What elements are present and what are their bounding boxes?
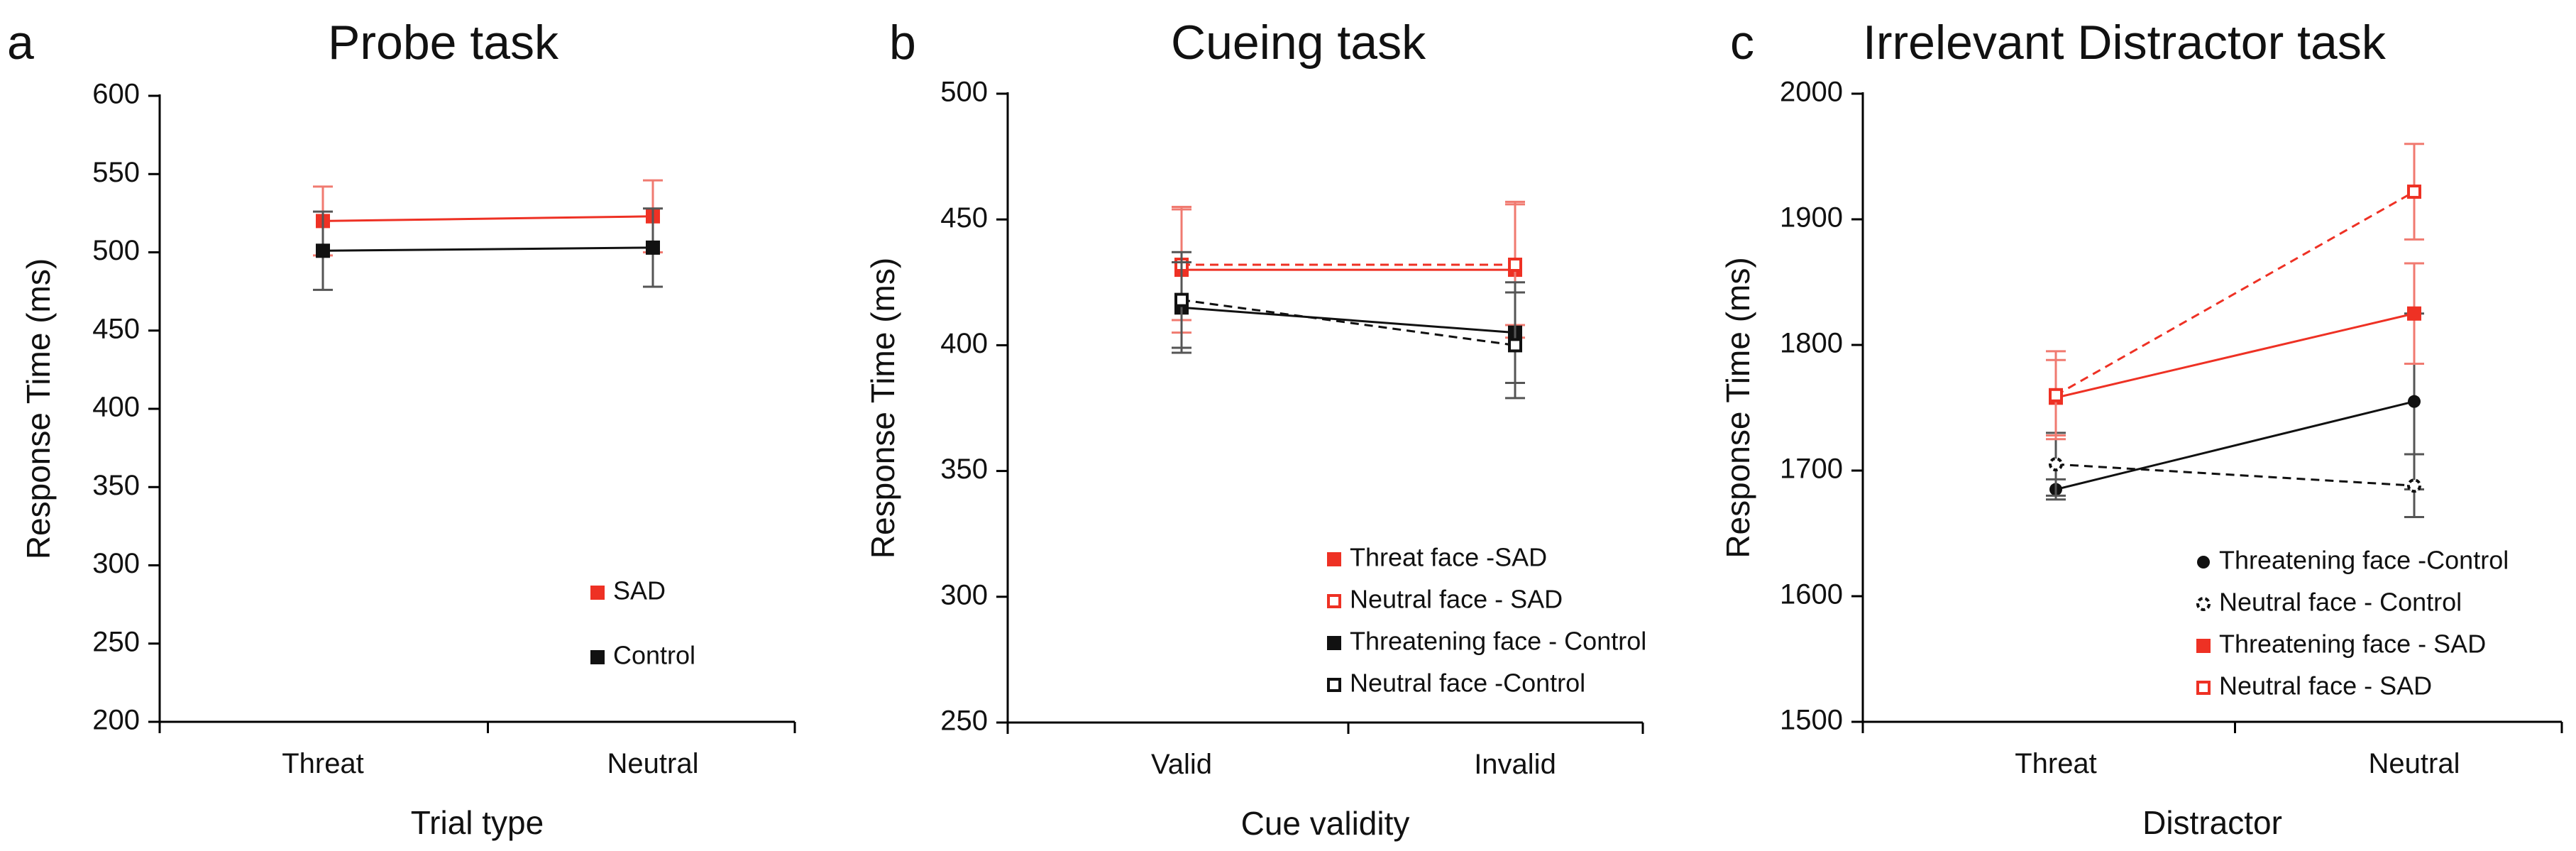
legend: Threat face -SAD Neutral face - SAD Threat… — [1327, 543, 1646, 698]
legend-label: SAD — [613, 576, 666, 605]
series-line — [322, 246, 654, 252]
y-tick-label: 1600 — [1780, 579, 1843, 610]
chart-title: Cueing task — [1171, 16, 1426, 70]
y-tick-label: 500 — [940, 77, 988, 108]
y-tick-label: 1800 — [1780, 328, 1843, 359]
series-1 — [1172, 203, 1525, 326]
series-line — [2055, 190, 2415, 397]
legend-marker — [2196, 639, 2211, 653]
series-line — [1181, 299, 1516, 346]
data-point — [316, 243, 330, 258]
x-axis-label: Cue validity — [1241, 805, 1410, 842]
legend-label: Neutral face - Control — [2219, 588, 2462, 617]
x-axis-label: Distractor — [2142, 804, 2282, 841]
legend-marker — [2197, 556, 2210, 569]
data-point — [2408, 395, 2421, 408]
x-tick-label: Threat — [2015, 748, 2097, 779]
legend-marker — [1327, 678, 1341, 692]
chart-title: Probe task — [328, 16, 559, 70]
series-3 — [2046, 143, 2424, 441]
y-tick-label: 350 — [940, 454, 988, 485]
y-tick-label: 450 — [92, 313, 140, 344]
y-tick-label: 500 — [92, 235, 140, 266]
series-line — [2055, 463, 2415, 487]
y-tick-label: 1700 — [1780, 454, 1843, 485]
y-tick-label: 600 — [92, 79, 140, 110]
data-point — [2407, 306, 2421, 321]
legend-marker — [590, 650, 605, 664]
series-1 — [313, 207, 663, 291]
series-2 — [1172, 260, 1525, 385]
legend-label: Neutral face -Control — [1350, 669, 1585, 698]
panel-letter: a — [7, 16, 34, 70]
series-line — [322, 215, 654, 222]
legend-marker — [1327, 552, 1341, 566]
series-0 — [1172, 200, 1525, 339]
legend-label: Neutral face - SAD — [1350, 585, 1563, 614]
legend-label: Neutral face - SAD — [2219, 671, 2432, 701]
data-point — [2407, 478, 2421, 493]
y-tick-label: 350 — [92, 470, 140, 501]
series-0 — [313, 179, 663, 257]
series-1 — [2046, 432, 2424, 518]
y-tick-label: 400 — [92, 392, 140, 423]
y-tick-label: 250 — [940, 705, 988, 737]
legend-label: Threat face -SAD — [1350, 543, 1547, 572]
x-tick-label: Neutral — [607, 748, 699, 779]
y-tick-label: 2000 — [1780, 77, 1843, 108]
y-axis-label: Response Time (ms) — [1719, 257, 1756, 558]
chart-panel-a: a Probe task 200 250 300 350 400 450 500 550 600 Th… — [7, 16, 796, 841]
series-3 — [1172, 251, 1525, 400]
legend: SAD Control — [590, 576, 695, 670]
y-tick-label: 1900 — [1780, 202, 1843, 234]
data-point — [646, 240, 660, 255]
x-tick-label: Valid — [1151, 749, 1212, 780]
legend-marker — [1327, 594, 1341, 608]
chart-panel-b: b Cueing task 250 300 350 400 450 500 Valid Inval… — [864, 16, 1646, 842]
y-tick-label: 1500 — [1780, 705, 1843, 736]
legend-marker — [1327, 636, 1341, 650]
y-axis-label: Response Time (ms) — [864, 258, 901, 559]
x-tick-label: Neutral — [2369, 748, 2460, 779]
legend: Threatening face -Control Neutral face - … — [2196, 546, 2509, 701]
series-0 — [2046, 312, 2424, 501]
chart-panel-c: c Irrelevant Distractor task 1500 1600 1700 1… — [1719, 16, 2563, 841]
chart-title: Irrelevant Distractor task — [1863, 16, 2387, 70]
data-point — [2049, 388, 2063, 402]
data-point — [2049, 457, 2063, 472]
legend-label: Threatening face -Control — [2219, 546, 2509, 575]
x-tick-label: Invalid — [1474, 749, 1556, 780]
panel-letter: c — [1730, 16, 1754, 70]
panel-letter: b — [889, 16, 916, 70]
legend-marker — [2196, 597, 2211, 611]
data-point — [1508, 338, 1522, 353]
data-point — [1508, 257, 1522, 272]
y-tick-label: 300 — [92, 548, 140, 579]
y-tick-label: 250 — [92, 626, 140, 657]
series-line — [2055, 400, 2415, 491]
y-axis-label: Response Time (ms) — [20, 258, 57, 559]
data-point — [2407, 185, 2421, 199]
legend-label: Threatening face - Control — [1350, 627, 1646, 656]
y-tick-label: 400 — [940, 328, 988, 359]
x-tick-label: Threat — [282, 748, 364, 779]
legend-label: Threatening face - SAD — [2219, 630, 2486, 659]
x-axis-label: Trial type — [411, 804, 544, 841]
legend-marker — [590, 586, 605, 600]
y-tick-label: 300 — [940, 579, 988, 610]
y-tick-label: 450 — [940, 202, 988, 234]
legend-label: Control — [613, 641, 695, 670]
data-point — [1174, 292, 1189, 307]
series-line — [2055, 312, 2415, 399]
y-tick-label: 550 — [92, 157, 140, 188]
series-line — [1181, 306, 1516, 334]
series-2 — [2046, 262, 2424, 437]
y-tick-label: 200 — [92, 705, 140, 736]
legend-marker — [2196, 681, 2211, 695]
